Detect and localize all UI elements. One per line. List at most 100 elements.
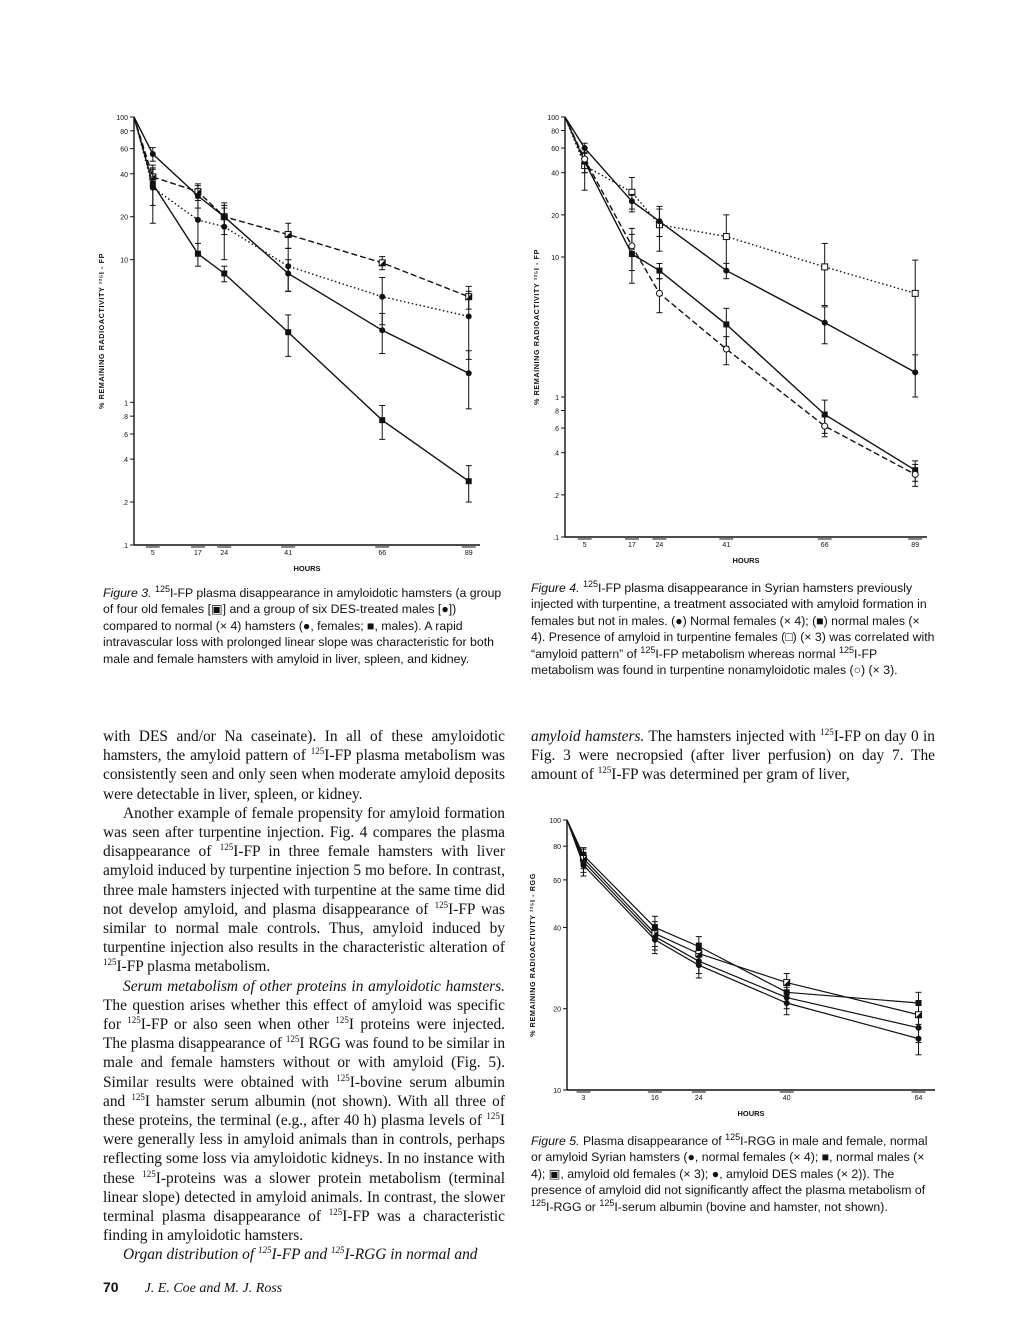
body-paragraph-1: with DES and/or Na caseinate). In all of… bbox=[103, 728, 505, 803]
data-point bbox=[379, 327, 386, 334]
figure-4-chart: 100 80 60 40 20 10 1 .8 .6 .4 .2 .1 5 17 24 41 66 89 HOURS… bbox=[532, 115, 927, 565]
data-point bbox=[149, 151, 156, 158]
data-point bbox=[465, 478, 472, 485]
series-line bbox=[564, 116, 916, 295]
y-tick-label: 100 bbox=[116, 115, 128, 122]
data-point bbox=[911, 289, 919, 297]
series-3 bbox=[133, 116, 472, 503]
x-tick-label: 66 bbox=[378, 550, 386, 557]
y-tick-label: 80 bbox=[120, 129, 128, 136]
y-axis-label: % REMAINING RADIOACTIVITY ¹²⁵I - RGG bbox=[528, 873, 537, 1037]
body-right-column: amyloid hamsters. The hamsters injected … bbox=[531, 727, 935, 785]
y-tick-label: 60 bbox=[120, 147, 128, 154]
figure-5-label: Figure 5. bbox=[531, 1134, 580, 1148]
series-2 bbox=[566, 819, 923, 1029]
data-point bbox=[221, 270, 228, 277]
page-footer: 70 J. E. Coe and M. J. Ross bbox=[103, 1279, 282, 1297]
data-point bbox=[628, 198, 635, 205]
y-tick-label: .8 bbox=[122, 414, 128, 421]
x-axis-label: HOURS bbox=[732, 556, 759, 565]
y-tick-label: 10 bbox=[551, 255, 559, 262]
x-tick-label: 41 bbox=[284, 550, 292, 557]
data-point bbox=[783, 1000, 790, 1007]
series-line bbox=[133, 116, 470, 374]
data-point bbox=[695, 962, 702, 969]
body-paragraph-2: Another example of female propensity for… bbox=[103, 804, 505, 976]
data-point bbox=[723, 267, 730, 274]
series-0 bbox=[566, 819, 922, 1043]
body-paragraph-right: amyloid hamsters. The hamsters injected … bbox=[531, 726, 935, 784]
series-2 bbox=[133, 116, 472, 410]
series-1 bbox=[566, 819, 922, 1016]
x-tick-label: 17 bbox=[194, 550, 202, 557]
y-tick-label: 100 bbox=[547, 115, 559, 122]
data-point bbox=[915, 1035, 922, 1042]
figure-5-caption: Figure 5. Plasma disappearance of 125I-R… bbox=[531, 1131, 935, 1215]
y-axis-label: % REMAINING RADIOACTIVITY ¹²⁵I - FP bbox=[97, 253, 106, 409]
data-point bbox=[465, 313, 472, 320]
data-point bbox=[194, 216, 201, 223]
data-point bbox=[821, 263, 829, 271]
data-point bbox=[723, 321, 730, 328]
data-point bbox=[285, 270, 292, 277]
figure-5-chart: 100 80 60 40 20 10 3 16 24 40 64 HOURS % REMAINING R… bbox=[528, 818, 935, 1118]
y-tick-label: 80 bbox=[553, 844, 561, 851]
y-tick-label: 10 bbox=[553, 1088, 561, 1095]
x-axis-label: HOURS bbox=[293, 564, 320, 573]
data-point bbox=[581, 155, 589, 163]
data-point bbox=[379, 417, 386, 424]
data-point bbox=[912, 369, 919, 376]
x-tick-label: 40 bbox=[783, 1095, 791, 1102]
data-point bbox=[194, 250, 201, 257]
x-tick-label: 64 bbox=[915, 1095, 923, 1102]
figure-4-label: Figure 4. bbox=[531, 581, 580, 595]
series-3 bbox=[564, 116, 919, 487]
y-tick-label: 20 bbox=[553, 1007, 561, 1014]
y-tick-label: 1 bbox=[555, 395, 559, 402]
series-line bbox=[564, 116, 916, 476]
data-point bbox=[821, 319, 828, 326]
x-tick-label: 24 bbox=[656, 542, 664, 549]
y-tick-label: 80 bbox=[551, 129, 559, 136]
figure-4-caption-text: 125I-FP plasma disappearance in Syrian h… bbox=[531, 578, 935, 678]
data-point bbox=[656, 267, 663, 274]
y-tick-label: .4 bbox=[122, 457, 128, 464]
x-tick-label: 5 bbox=[583, 542, 587, 549]
y-tick-label: .1 bbox=[122, 543, 128, 550]
series-0 bbox=[564, 116, 919, 373]
series-1 bbox=[133, 116, 472, 360]
data-point-fill bbox=[915, 1011, 922, 1018]
figure-3-caption: Figure 3. 125I-FP plasma disappearance i… bbox=[103, 583, 505, 667]
x-tick-label: 89 bbox=[465, 550, 473, 557]
figure-5-caption-text: Plasma disappearance of 125I-RGG in male… bbox=[531, 1131, 928, 1214]
x-tick-label: 41 bbox=[722, 542, 730, 549]
data-point-fill bbox=[580, 855, 587, 862]
series-line bbox=[566, 819, 919, 1040]
y-tick-label: 60 bbox=[553, 878, 561, 885]
y-tick-label: .6 bbox=[553, 426, 559, 433]
x-tick-label: 5 bbox=[151, 550, 155, 557]
data-point bbox=[221, 213, 228, 220]
y-tick-label: .2 bbox=[553, 493, 559, 500]
data-point bbox=[722, 345, 730, 353]
running-authors: J. E. Coe and M. J. Ross bbox=[144, 1281, 283, 1296]
data-point bbox=[655, 289, 663, 297]
body-left-column: with DES and/or Na caseinate). In all of… bbox=[103, 727, 505, 1265]
data-point bbox=[149, 180, 156, 187]
series-line bbox=[564, 116, 916, 373]
data-point-fill bbox=[285, 231, 292, 238]
data-point bbox=[379, 293, 386, 300]
data-point bbox=[722, 233, 730, 241]
y-tick-label: 1 bbox=[124, 400, 128, 407]
series-line bbox=[566, 819, 919, 1016]
data-point bbox=[194, 192, 201, 199]
series-1 bbox=[564, 116, 919, 398]
series-2 bbox=[564, 116, 919, 482]
x-tick-label: 89 bbox=[911, 542, 919, 549]
y-tick-label: 100 bbox=[549, 818, 561, 825]
y-tick-label: 40 bbox=[120, 172, 128, 179]
series-line bbox=[133, 116, 469, 318]
figure-3-caption-text: 125I-FP plasma disappearance in amyloido… bbox=[103, 583, 502, 666]
data-point bbox=[628, 242, 636, 250]
series-3 bbox=[566, 819, 922, 1056]
